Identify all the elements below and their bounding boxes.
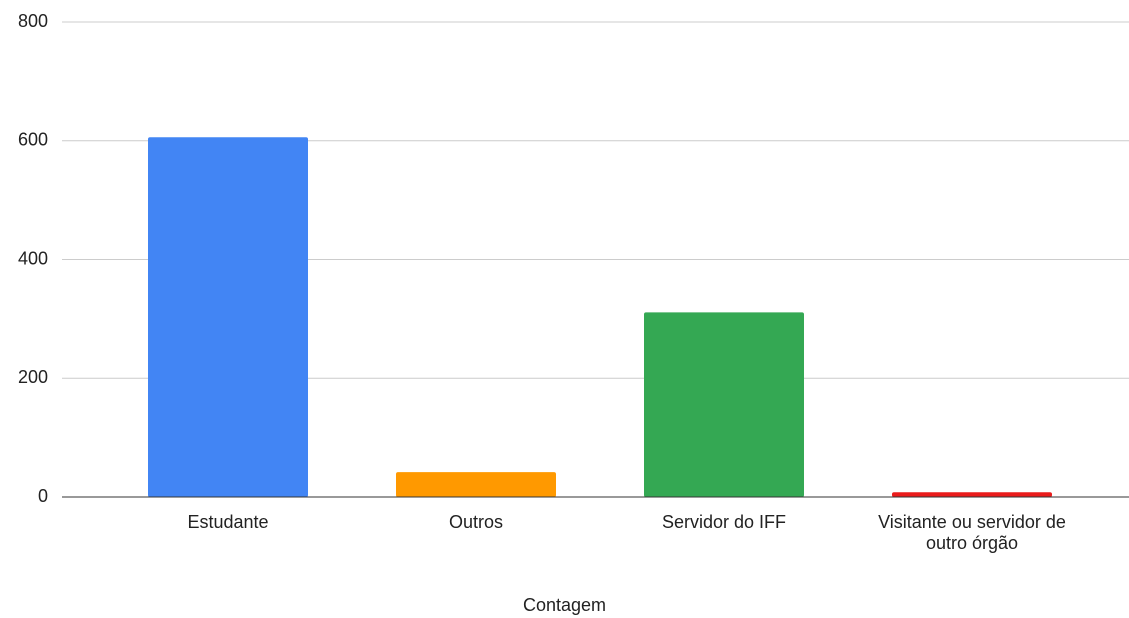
y-tick-label: 200 (18, 367, 48, 387)
bar (396, 472, 556, 497)
x-tick-label: Servidor do IFF (661, 512, 787, 532)
bar (892, 492, 1052, 497)
y-tick-label: 400 (18, 248, 48, 268)
x-tick-label: Estudante (187, 512, 269, 532)
bar (644, 312, 804, 497)
x-axis-label: Contagem (522, 595, 607, 615)
y-tick-label: 0 (38, 486, 48, 506)
x-tick-label: Outros (448, 512, 504, 532)
y-tick-label: 800 (18, 11, 48, 31)
bar (148, 137, 308, 497)
x-tick-label: Visitante ou servidor de outro órgão (878, 512, 1066, 553)
y-tick-label: 600 (18, 130, 48, 150)
